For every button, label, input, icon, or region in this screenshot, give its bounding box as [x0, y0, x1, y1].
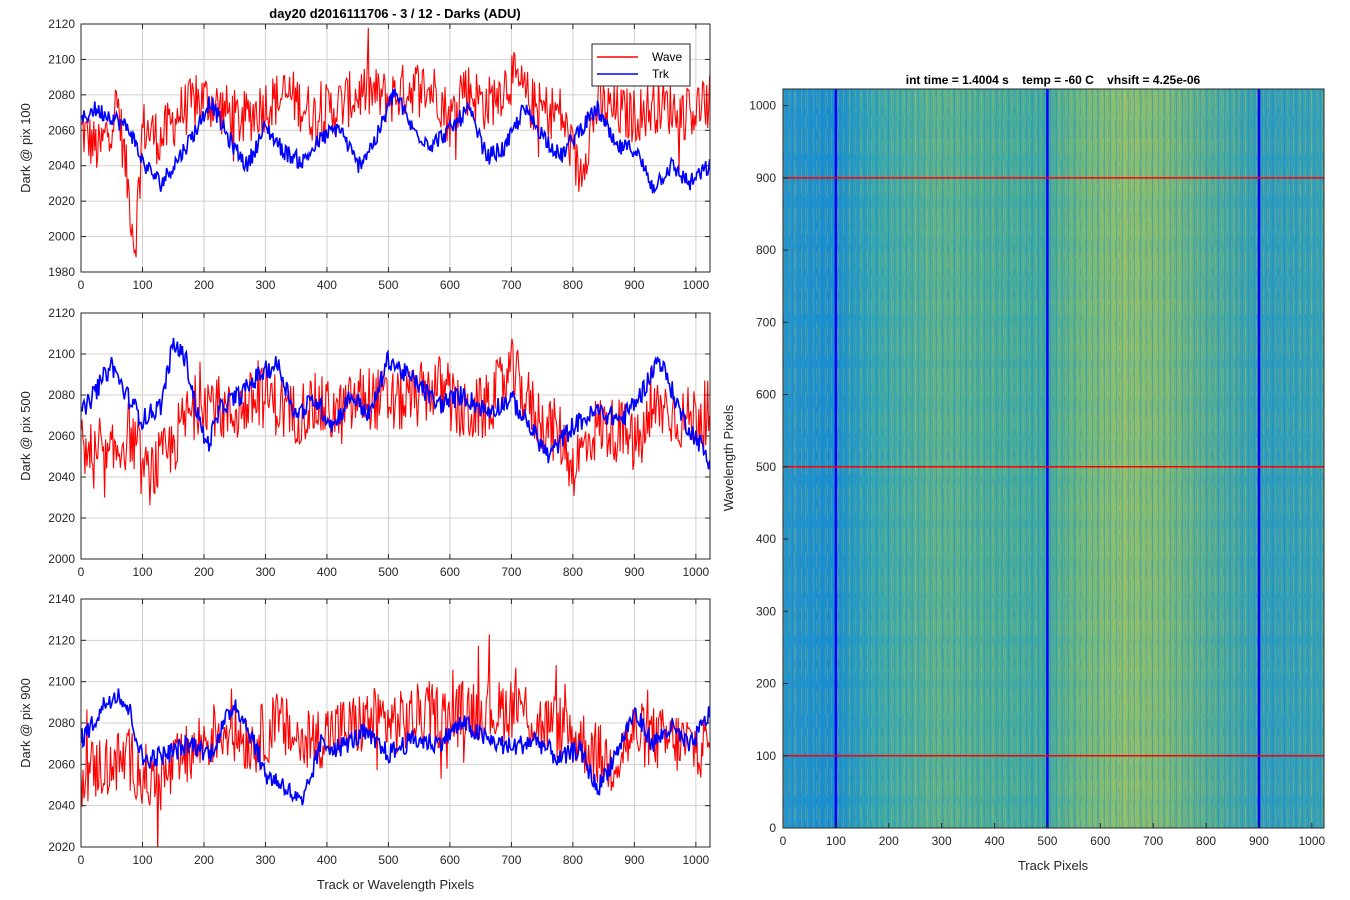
y-tick-label: 2140	[48, 592, 75, 606]
x-tick-label: 600	[1090, 834, 1110, 848]
x-tick-label: 700	[1143, 834, 1163, 848]
x-tick-label: 900	[1249, 834, 1269, 848]
y-tick-label: 600	[756, 388, 776, 402]
series-trk-line	[81, 337, 710, 470]
line-panel-3: 0 100 200 300 400 500 600 700 800 900 1000 2020 2040…	[18, 592, 711, 892]
y-axis-label: Dark @ pix 900	[18, 678, 33, 768]
x-tick-label: 300	[255, 853, 275, 867]
y-tick-label: 2040	[48, 799, 75, 813]
x-tick-label: 800	[563, 853, 583, 867]
y-tick-label: 500	[756, 460, 776, 474]
y-tick-label: 2060	[48, 429, 75, 443]
x-tick-label: 900	[624, 565, 644, 579]
x-tick-label: 700	[501, 565, 521, 579]
y-tick-label: 200	[756, 677, 776, 691]
y-tick-label: 2040	[48, 470, 75, 484]
legend-label: Trk	[652, 67, 670, 81]
x-tick-label: 400	[317, 278, 337, 292]
line-panel-1: 0 100 200 300 400 500 600 700 800 900 1000 1980 2000…	[18, 17, 711, 292]
x-tick-label: 200	[194, 278, 214, 292]
series-wave-line	[81, 338, 710, 506]
x-axis-label: Track or Wavelength Pixels	[317, 877, 475, 892]
y-tick-label: 1980	[48, 265, 75, 279]
heatmap-ylabel: Wavelength Pixels	[721, 404, 736, 511]
x-tick-label: 100	[826, 834, 846, 848]
y-tick-label: 2080	[48, 388, 75, 402]
x-tick-label: 600	[440, 278, 460, 292]
x-tick-label: 500	[378, 565, 398, 579]
line-panel-2: 0 100 200 300 400 500 600 700 800 900 1000 2000 2020…	[18, 306, 711, 579]
x-tick-label: 100	[132, 853, 152, 867]
y-tick-label: 1000	[749, 99, 776, 113]
heatmap-panel: int time = 1.4004 s temp = -60 C vhsift …	[721, 73, 1326, 873]
x-tick-label: 400	[317, 853, 337, 867]
x-tick-label: 0	[78, 853, 85, 867]
y-tick-label: 900	[756, 171, 776, 185]
heatmap-xlabel: Track Pixels	[1018, 858, 1089, 873]
x-tick-label: 600	[440, 565, 460, 579]
x-tick-label: 100	[132, 565, 152, 579]
x-tick-label: 0	[78, 565, 85, 579]
heatmap-title: int time = 1.4004 s temp = -60 C vhsift …	[906, 73, 1201, 87]
y-tick-label: 2100	[48, 347, 75, 361]
x-tick-label: 800	[1196, 834, 1216, 848]
x-tick-label: 1000	[683, 565, 710, 579]
x-tick-label: 900	[624, 278, 644, 292]
y-tick-label: 2000	[48, 552, 75, 566]
x-tick-label: 300	[255, 278, 275, 292]
y-tick-label: 2100	[48, 52, 75, 66]
x-tick-label: 700	[501, 278, 521, 292]
x-tick-label: 300	[932, 834, 952, 848]
x-tick-label: 900	[624, 853, 644, 867]
y-tick-label: 2080	[48, 716, 75, 730]
y-tick-label: 400	[756, 532, 776, 546]
y-axis-label: Dark @ pix 500	[18, 391, 33, 481]
y-tick-label: 2060	[48, 757, 75, 771]
y-tick-label: 2120	[48, 306, 75, 320]
x-tick-label: 0	[780, 834, 787, 848]
series-trk-line	[81, 88, 710, 194]
x-tick-label: 800	[563, 278, 583, 292]
x-tick-label: 1000	[1298, 834, 1325, 848]
series-wave-line	[81, 634, 710, 847]
y-tick-label: 2020	[48, 840, 75, 854]
y-tick-label: 800	[756, 243, 776, 257]
y-tick-label: 0	[769, 821, 776, 835]
x-tick-label: 400	[317, 565, 337, 579]
x-tick-label: 1000	[683, 853, 710, 867]
x-tick-label: 0	[78, 278, 85, 292]
y-tick-label: 2100	[48, 675, 75, 689]
legend-label: Wave	[652, 50, 683, 64]
x-tick-label: 500	[1037, 834, 1057, 848]
figure-suptitle: day20 d2016111706 - 3 / 12 - Darks (ADU)	[269, 6, 520, 21]
x-tick-label: 200	[194, 853, 214, 867]
x-tick-label: 700	[501, 853, 521, 867]
y-tick-label: 2080	[48, 88, 75, 102]
x-tick-label: 400	[985, 834, 1005, 848]
y-tick-label: 2060	[48, 123, 75, 137]
x-tick-label: 300	[255, 565, 275, 579]
x-tick-label: 100	[132, 278, 152, 292]
x-tick-label: 500	[378, 853, 398, 867]
y-tick-label: 100	[756, 749, 776, 763]
y-tick-label: 2020	[48, 511, 75, 525]
x-tick-label: 600	[440, 853, 460, 867]
y-tick-label: 300	[756, 604, 776, 618]
y-tick-label: 2120	[48, 17, 75, 31]
x-tick-label: 1000	[683, 278, 710, 292]
series-trk-line	[81, 688, 710, 806]
y-axis-label: Dark @ pix 100	[18, 103, 33, 193]
y-tick-label: 2120	[48, 633, 75, 647]
x-tick-label: 200	[879, 834, 899, 848]
x-tick-label: 200	[194, 565, 214, 579]
legend: Wave Trk	[591, 43, 691, 87]
x-tick-label: 500	[378, 278, 398, 292]
y-tick-label: 2040	[48, 159, 75, 173]
x-tick-label: 800	[563, 565, 583, 579]
y-tick-label: 2020	[48, 194, 75, 208]
y-tick-label: 700	[756, 315, 776, 329]
y-tick-label: 2000	[48, 230, 75, 244]
